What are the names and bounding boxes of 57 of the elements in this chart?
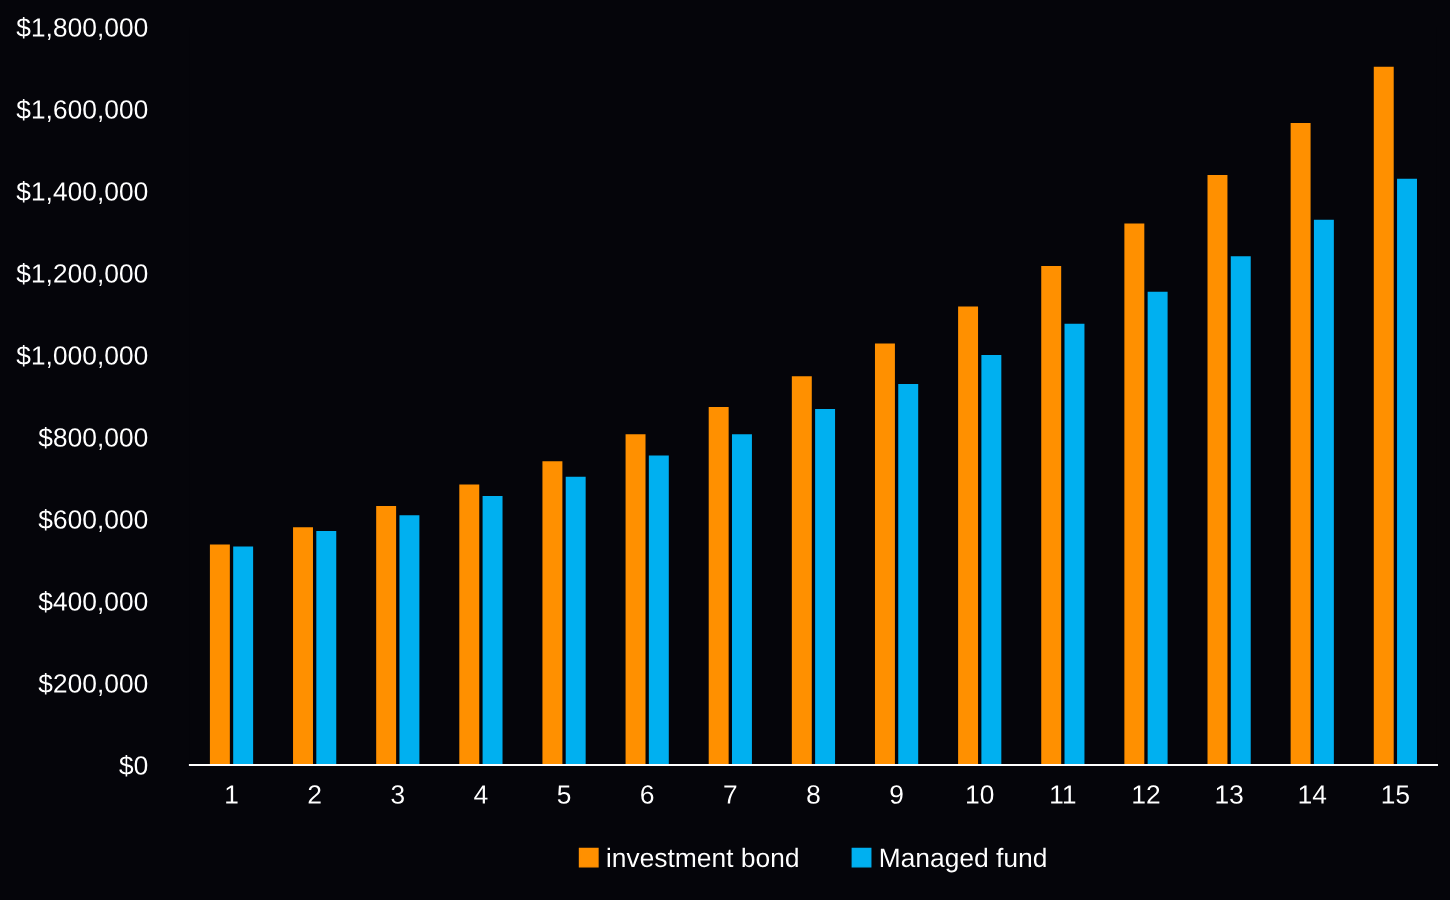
bar: [874, 343, 895, 765]
x-tick-label: 5: [557, 785, 571, 804]
bar: [815, 409, 836, 765]
y-tick-label: $600,000: [38, 509, 148, 532]
y-tick-label: $400,000: [38, 591, 148, 614]
y-tick-label: $1,800,000: [16, 17, 148, 40]
y-tick-label: $0: [119, 755, 148, 777]
bar: [898, 384, 919, 765]
x-tick-label: 4: [474, 785, 488, 804]
bar: [791, 376, 812, 765]
y-tick-label: $200,000: [38, 673, 148, 696]
x-tick-label: 10: [967, 785, 994, 804]
y-tick-label: $1,200,000: [16, 263, 148, 286]
x-tick-label: 1: [226, 785, 238, 804]
bar: [958, 306, 979, 765]
bar: [542, 461, 563, 765]
bar: [1041, 266, 1062, 765]
bar: [1230, 256, 1251, 765]
x-tick-label: 6: [641, 785, 654, 804]
y-tick-label: $800,000: [38, 427, 148, 450]
bar: [376, 505, 397, 765]
bar: [1147, 291, 1168, 765]
bar: [648, 455, 669, 765]
y-tick-label: $1,600,000: [16, 99, 148, 122]
x-tick-label: 7: [724, 785, 737, 804]
bar: [316, 530, 337, 765]
x-tick-label: 12: [1133, 785, 1160, 804]
bar: [708, 407, 729, 765]
bar: [1064, 323, 1085, 765]
x-tick-label: 9: [890, 785, 903, 804]
bar: [625, 434, 646, 765]
x-tick-label: 11: [1051, 785, 1076, 804]
bar: [399, 515, 420, 765]
bar: [565, 476, 586, 765]
x-tick-label: 8: [807, 785, 820, 804]
bar: [482, 496, 503, 765]
x-tick-label: 14: [1299, 785, 1327, 804]
bar: [233, 546, 254, 765]
bar: [459, 484, 480, 765]
x-tick-label: 2: [308, 785, 321, 804]
bar: [731, 434, 752, 765]
bar: [209, 544, 230, 765]
bar: [1124, 223, 1145, 765]
bar: [1313, 219, 1334, 765]
legend-label: investment bond: [607, 847, 798, 868]
bar: [981, 355, 1002, 765]
y-tick-label: $1,000,000: [16, 345, 148, 368]
bar: [1373, 66, 1394, 765]
bar: [293, 527, 313, 765]
bar: [1207, 175, 1228, 765]
legend-label: Managed fund: [880, 847, 1046, 873]
y-tick-label: $1,400,000: [16, 181, 148, 204]
bar: [1397, 178, 1417, 765]
x-tick-label: 3: [391, 785, 404, 804]
bar: [1290, 122, 1311, 765]
x-tick-label: 15: [1382, 785, 1409, 804]
x-tick-label: 13: [1216, 785, 1243, 804]
